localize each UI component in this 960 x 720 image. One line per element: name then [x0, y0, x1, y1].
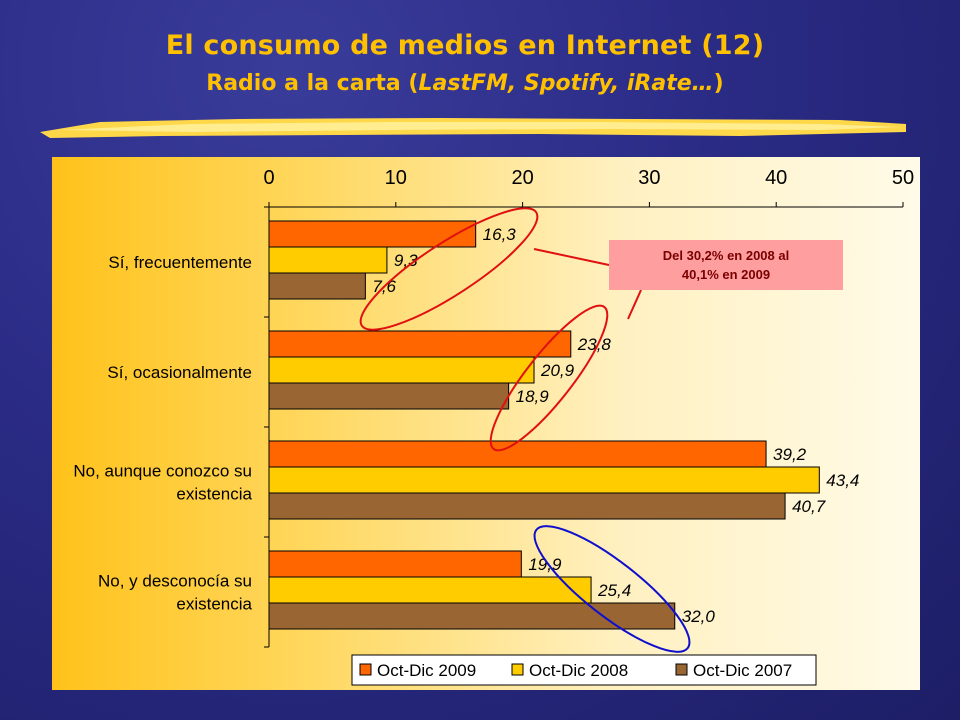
category-label: No, aunque conozco su	[73, 462, 252, 481]
callout-box: Del 30,2% en 2008 al 40,1% en 2009	[609, 240, 843, 290]
data-label: 43,4	[826, 471, 859, 490]
highlight-ellipse-blue	[533, 525, 691, 653]
data-label: 32,0	[682, 607, 716, 626]
slide-header: El consumo de medios en Internet (12) Ra…	[0, 30, 930, 96]
data-label: 39,2	[773, 445, 807, 464]
subtitle-end: )	[713, 71, 724, 96]
category-label: existencia	[176, 595, 252, 614]
legend-swatch	[359, 663, 372, 676]
bar	[268, 440, 767, 468]
data-label: 18,9	[516, 387, 550, 406]
category-label: existencia	[176, 485, 252, 504]
legend-swatch	[511, 663, 524, 676]
bar	[268, 576, 592, 604]
legend-label: Oct-Dic 2008	[529, 661, 628, 680]
bar	[268, 330, 572, 358]
x-tick-label: 0	[263, 167, 274, 189]
callout-line-1: Del 30,2% en 2008 al	[662, 248, 790, 263]
data-label: 19,9	[528, 555, 562, 574]
data-label: 40,7	[792, 497, 826, 516]
bar	[268, 220, 477, 248]
category-label: Sí, frecuentemente	[108, 253, 252, 272]
highlight-ellipse-red	[489, 304, 609, 452]
bar	[268, 550, 522, 578]
x-tick-label: 10	[385, 167, 407, 189]
bar	[268, 356, 535, 384]
data-label: 25,4	[597, 581, 631, 600]
x-tick-label: 50	[892, 167, 914, 189]
data-label: 23,8	[577, 335, 612, 354]
category-label: Sí, ocasionalmente	[107, 363, 252, 382]
data-label: 9,3	[394, 251, 418, 270]
slide-subtitle: Radio a la carta (LastFM, Spotify, iRate…	[0, 71, 930, 96]
bar	[268, 492, 786, 520]
x-tick-label: 40	[765, 167, 787, 189]
callout-line-2: 40,1% en 2009	[681, 267, 771, 282]
callout-connector	[533, 248, 610, 266]
bar	[268, 272, 366, 300]
legend-swatch	[675, 663, 688, 676]
decorative-brush-stroke	[40, 118, 906, 138]
x-tick-label: 30	[638, 167, 660, 189]
data-label: 16,3	[483, 225, 517, 244]
x-tick-label: 20	[511, 167, 533, 189]
data-label: 20,9	[540, 361, 575, 380]
bar	[268, 246, 388, 274]
slide-title: El consumo de medios en Internet (12)	[165, 30, 765, 61]
chart-panel: 0 10 20 30 40 50 16,3 9,3 7,6 Sí, frecuentemente 2…	[52, 157, 920, 690]
bar	[268, 466, 820, 494]
bar	[268, 602, 676, 630]
callout-connector	[627, 289, 642, 320]
category-label: No, y desconocía su	[98, 572, 252, 591]
bar	[268, 382, 510, 410]
subtitle-italic: LastFM, Spotify, iRate…	[418, 71, 714, 96]
legend-label: Oct-Dic 2007	[693, 661, 792, 680]
subtitle-main: Radio a la carta (	[206, 71, 419, 96]
legend-label: Oct-Dic 2009	[377, 661, 476, 680]
legend-box	[351, 654, 817, 686]
highlight-ellipse-red	[359, 207, 539, 331]
